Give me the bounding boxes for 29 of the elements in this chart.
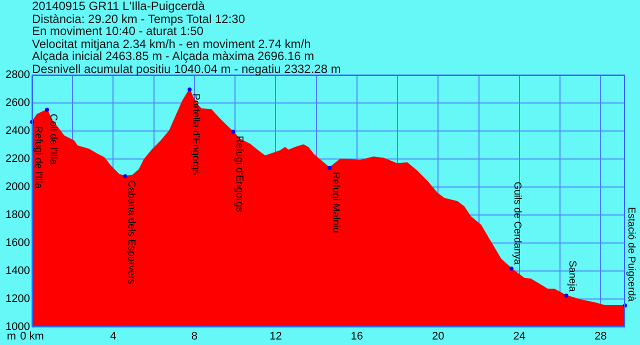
- x-tick-label: 12: [270, 330, 282, 343]
- x-tick-label: 0 km: [20, 330, 44, 343]
- y-axis-title: m: [6, 330, 16, 343]
- annotation: Coll de l'Illa: [47, 114, 58, 165]
- y-tick-label: 2400: [6, 125, 30, 138]
- annotation: Refugi de l'Illa: [32, 126, 44, 189]
- x-tick-label: 20: [432, 330, 444, 343]
- x-tick-label: 4: [110, 330, 116, 343]
- y-tick-label: 1400: [6, 265, 30, 278]
- y-tick-label: 1200: [6, 293, 30, 306]
- x-tick-label: 28: [594, 330, 607, 343]
- annotation: Portella d'Engorgs: [190, 94, 201, 175]
- annotation: Refugi d'Engorgs: [233, 136, 244, 212]
- annotation: Cabana dels Esparvers: [125, 180, 136, 284]
- annotation: Estació de Puigcerdà: [625, 206, 636, 302]
- y-tick-label: 2600: [6, 97, 30, 110]
- annotation: Refugi Malniu: [330, 172, 341, 233]
- y-tick-label: 2000: [6, 181, 30, 194]
- chart-subtitle: Distància: 29.20 km - Temps Total 12:30 En moviment 10:40 - aturat 1:50 Velocitat mitjana 2.34 km/h - en moviment 2.74 km/h Alçada inicial 2463.85 m - Alçada màxima 2696.16 m Desnivell acumulat positiu 1040.04 m - negatiu 2332.28 m: [32, 12, 341, 76]
- x-tick-label: 8: [191, 330, 198, 343]
- chart-title: 20140915 GR11 L'Illa-Puigcerdà: [32, 0, 206, 13]
- y-tick-label: 1800: [6, 209, 30, 222]
- x-tick-label: 16: [350, 330, 364, 343]
- y-tick-label: 2800: [6, 69, 30, 82]
- y-tick-label: 2200: [6, 153, 30, 166]
- annotation: Guils de Cerdanya: [512, 182, 523, 266]
- y-tick-label: 1600: [6, 237, 30, 250]
- x-tick-label: 24: [513, 330, 526, 343]
- annotation: Saneja: [566, 260, 578, 292]
